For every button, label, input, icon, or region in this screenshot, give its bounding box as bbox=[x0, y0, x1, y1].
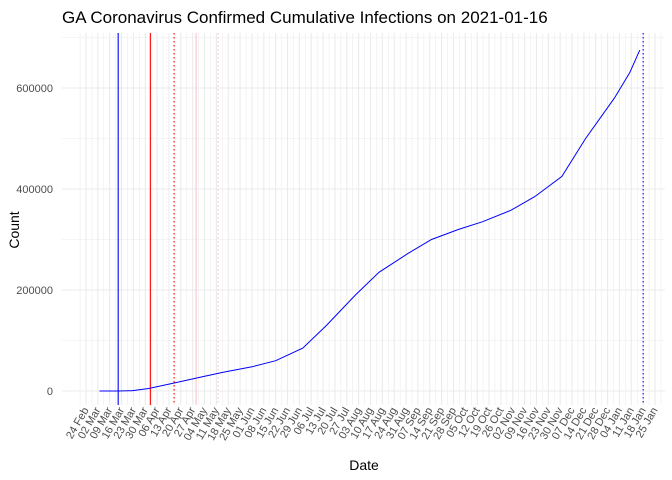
reference-lines bbox=[117, 33, 644, 405]
y-tick-label: 200000 bbox=[16, 285, 53, 297]
y-tick-label: 0 bbox=[47, 386, 53, 398]
series-line bbox=[99, 49, 641, 392]
grid bbox=[62, 33, 665, 405]
y-tick-label: 400000 bbox=[16, 184, 53, 196]
y-axis-title: Count bbox=[6, 211, 22, 248]
chart-title: GA Coronavirus Confirmed Cumulative Infe… bbox=[62, 8, 548, 27]
y-tick-labels: 0 200000 400000 600000 bbox=[16, 83, 53, 398]
y-tick-label: 600000 bbox=[16, 83, 53, 95]
x-axis-title: Date bbox=[349, 457, 379, 473]
